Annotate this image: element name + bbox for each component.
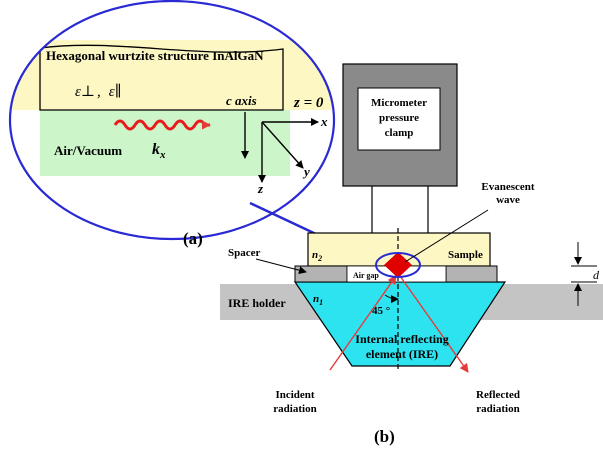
eps-comma: , [97, 84, 101, 100]
clamp-label-line1: Micrometer [371, 97, 427, 109]
n1-sub: 1 [319, 298, 323, 307]
panel-b-label: (b) [374, 427, 395, 446]
n2-sub: 2 [317, 254, 322, 263]
ire-label-line2: element (IRE) [366, 347, 438, 361]
kx-sub: x [159, 149, 166, 161]
evanescent-label-line1: Evanescent [481, 181, 535, 193]
ire-label-line1: Internal reflecting [355, 332, 448, 346]
angle-label: 45 ° [372, 305, 390, 317]
c-axis-label: c axis [226, 93, 257, 108]
axis-z-label: z [257, 181, 264, 196]
kx-k: k [152, 141, 160, 158]
clamp-label-line3: clamp [385, 127, 414, 139]
axis-x-label: x [320, 114, 328, 129]
incident-label-line1: Incident [275, 389, 314, 401]
eps-perp-label: ε⊥ [75, 84, 95, 100]
incident-label-line2: radiation [273, 403, 316, 415]
spacer-right [446, 266, 497, 282]
micrometer-clamp: Micrometer pressure clamp [343, 64, 457, 233]
spacer-label: Spacer [228, 247, 261, 259]
reflected-label-line2: radiation [476, 403, 519, 415]
evanescent-label-line2: wave [496, 194, 520, 206]
air-gap-label: Air gap [353, 271, 379, 280]
axis-y-label: y [302, 164, 310, 179]
permittivity-labels: ε⊥, ε∥ [75, 83, 122, 100]
air-vacuum-label: Air/Vacuum [54, 143, 122, 158]
spacer-left [295, 266, 347, 282]
ire-holder-label: IRE holder [228, 296, 286, 310]
clamp-label-line2: pressure [379, 112, 419, 124]
inset-magnified-view: Hexagonal wurtzite structure InAlGaN ε⊥,… [5, 1, 335, 239]
thickness-d-label: d [593, 268, 600, 282]
z0-label: z = 0 [293, 95, 324, 111]
sample-label: Sample [448, 249, 483, 261]
eps-par-label: ε∥ [109, 83, 122, 100]
inset-title: Hexagonal wurtzite structure InAlGaN [46, 48, 264, 63]
reflected-label-line1: Reflected [476, 389, 520, 401]
panel-a-label: (a) [183, 229, 203, 248]
